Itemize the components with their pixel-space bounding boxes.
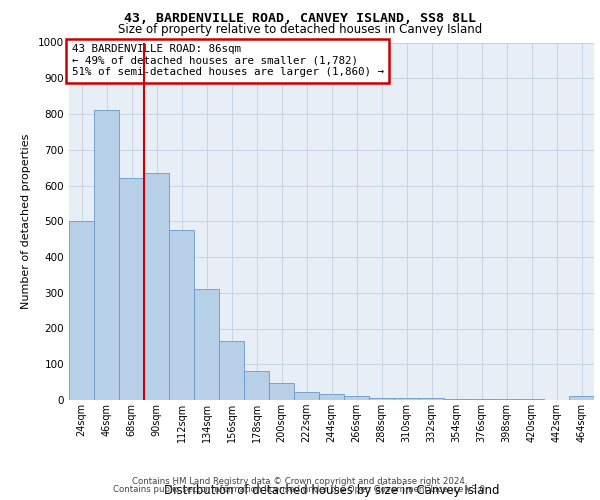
Bar bbox=[394, 398, 419, 400]
Bar bbox=[444, 398, 469, 400]
Bar bbox=[144, 173, 169, 400]
Text: 43, BARDENVILLE ROAD, CANVEY ISLAND, SS8 8LL: 43, BARDENVILLE ROAD, CANVEY ISLAND, SS8… bbox=[124, 12, 476, 26]
Text: 43 BARDENVILLE ROAD: 86sqm
← 49% of detached houses are smaller (1,782)
51% of s: 43 BARDENVILLE ROAD: 86sqm ← 49% of deta… bbox=[71, 44, 383, 78]
Bar bbox=[469, 399, 494, 400]
Text: Contains HM Land Registry data © Crown copyright and database right 2024.: Contains HM Land Registry data © Crown c… bbox=[132, 477, 468, 486]
Bar bbox=[169, 230, 194, 400]
Bar bbox=[244, 372, 269, 400]
Bar bbox=[419, 398, 444, 400]
Bar bbox=[119, 178, 144, 400]
Bar bbox=[94, 110, 119, 400]
Y-axis label: Number of detached properties: Number of detached properties bbox=[21, 134, 31, 309]
Bar bbox=[194, 289, 219, 400]
Bar bbox=[344, 396, 369, 400]
Bar bbox=[269, 383, 294, 400]
Text: Contains public sector information licensed under the Open Government Licence v3: Contains public sector information licen… bbox=[113, 485, 487, 494]
Bar bbox=[294, 392, 319, 400]
Bar bbox=[219, 341, 244, 400]
Text: Size of property relative to detached houses in Canvey Island: Size of property relative to detached ho… bbox=[118, 22, 482, 36]
X-axis label: Distribution of detached houses by size in Canvey Island: Distribution of detached houses by size … bbox=[164, 484, 499, 497]
Bar bbox=[569, 396, 594, 400]
Bar bbox=[369, 398, 394, 400]
Bar bbox=[69, 221, 94, 400]
Bar bbox=[319, 394, 344, 400]
